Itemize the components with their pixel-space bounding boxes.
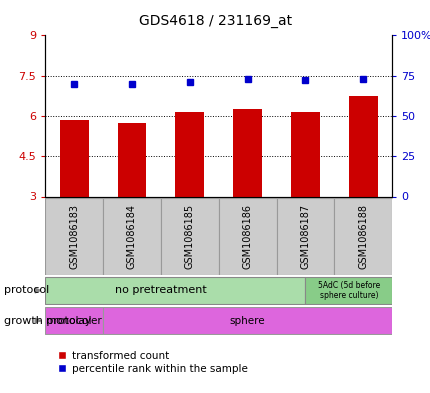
FancyBboxPatch shape (45, 307, 103, 334)
Text: GSM1086185: GSM1086185 (184, 204, 194, 269)
Text: protocol: protocol (4, 285, 49, 296)
FancyBboxPatch shape (45, 277, 305, 304)
FancyBboxPatch shape (160, 198, 218, 275)
Legend: transformed count, percentile rank within the sample: transformed count, percentile rank withi… (57, 351, 247, 374)
Bar (290, 112, 319, 196)
Text: GSM1086184: GSM1086184 (127, 204, 137, 269)
Bar (233, 109, 261, 196)
Text: GSM1086187: GSM1086187 (300, 204, 310, 269)
Text: no pretreatment: no pretreatment (115, 285, 206, 296)
Bar (348, 96, 377, 196)
Text: sphere: sphere (229, 316, 265, 326)
FancyBboxPatch shape (334, 198, 391, 275)
FancyBboxPatch shape (45, 198, 103, 275)
Text: monolayer: monolayer (46, 316, 102, 326)
Bar (117, 123, 146, 196)
FancyBboxPatch shape (218, 198, 276, 275)
Text: 5AdC (5d before
sphere culture): 5AdC (5d before sphere culture) (317, 281, 379, 300)
FancyBboxPatch shape (103, 307, 391, 334)
FancyBboxPatch shape (103, 198, 160, 275)
Text: GSM1086188: GSM1086188 (357, 204, 368, 269)
Bar (175, 112, 204, 196)
FancyBboxPatch shape (305, 277, 391, 304)
Bar (60, 120, 89, 196)
Text: GDS4618 / 231169_at: GDS4618 / 231169_at (138, 14, 292, 28)
Text: GSM1086186: GSM1086186 (242, 204, 252, 269)
Text: GSM1086183: GSM1086183 (69, 204, 79, 269)
Text: growth protocol: growth protocol (4, 316, 92, 326)
FancyBboxPatch shape (276, 198, 334, 275)
